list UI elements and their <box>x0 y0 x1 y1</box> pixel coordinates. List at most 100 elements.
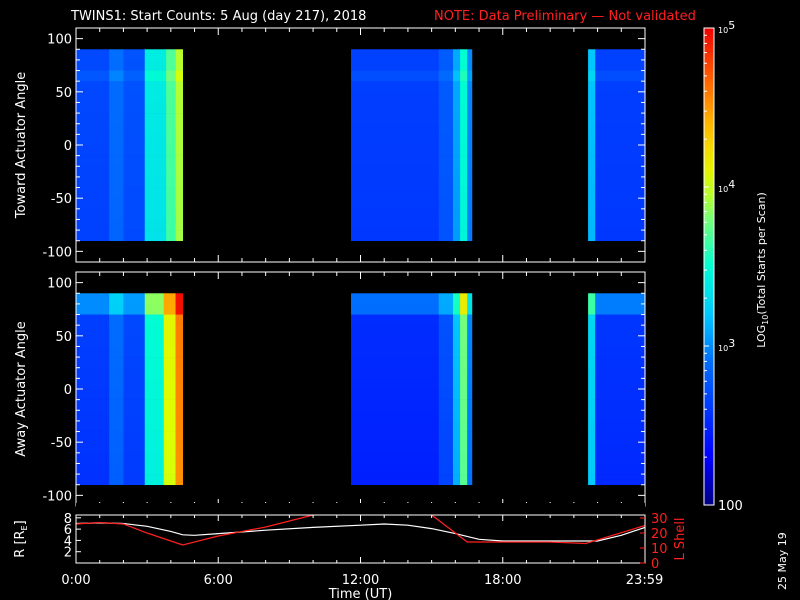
y-axis-label: R [RE] <box>13 520 29 557</box>
heat-cell <box>588 452 596 464</box>
heat-cell <box>588 442 596 454</box>
colorbar-tick-label: 103 <box>718 337 735 353</box>
heat-cell <box>467 357 473 369</box>
heat-cell <box>452 367 461 379</box>
heat-cell <box>588 303 596 315</box>
heat-cell <box>175 325 183 337</box>
heat-cell <box>109 463 124 475</box>
heat-cell <box>588 166 596 178</box>
heat-cell <box>588 410 596 422</box>
y-axis-label: Away Actuator Angle <box>14 321 29 456</box>
count-band <box>76 49 110 242</box>
heat-cell <box>166 166 176 178</box>
heat-cell <box>595 293 646 305</box>
heat-cell <box>109 81 124 93</box>
heat-cell <box>166 219 176 231</box>
heat-cell <box>109 357 124 369</box>
heat-cell <box>452 357 461 369</box>
heat-cell <box>123 219 146 231</box>
heat-cell <box>588 325 596 337</box>
heat-cell <box>144 357 165 369</box>
heat-cell <box>76 420 110 432</box>
heat-cell <box>175 102 183 114</box>
heat-cell <box>123 378 146 390</box>
heat-cell <box>144 145 167 156</box>
count-band <box>144 49 167 242</box>
heat-cell <box>595 335 646 347</box>
heat-cell <box>175 335 183 347</box>
heat-cell <box>123 442 146 454</box>
heat-cell <box>144 49 167 61</box>
heat-cell <box>588 176 596 188</box>
y-tick-label: -100 <box>42 489 72 504</box>
toward-angle-panel: 100 50 0 -50 -100 Toward Actuator Angle <box>14 27 646 263</box>
heat-cell <box>123 367 146 379</box>
heat-cell <box>351 81 440 93</box>
heat-cell <box>76 378 110 390</box>
y2-tick-label: 30 <box>651 512 668 527</box>
heat-cell <box>588 145 596 156</box>
y-tick-label: -50 <box>51 436 72 451</box>
heat-cell <box>595 325 646 337</box>
heat-cell <box>123 303 146 315</box>
heat-cell <box>460 102 468 114</box>
heat-cell <box>460 70 468 82</box>
heat-cell <box>460 346 468 358</box>
heat-cell <box>76 452 110 464</box>
y-tick-label: 2 <box>64 546 72 561</box>
heat-cell <box>175 166 183 178</box>
heat-cell <box>438 70 454 82</box>
heat-cell <box>595 59 646 71</box>
heat-cell <box>438 166 454 178</box>
heat-cell <box>76 134 110 146</box>
heat-cell <box>438 303 454 315</box>
heat-cell <box>351 91 440 103</box>
heat-cell <box>163 325 176 337</box>
heat-cell <box>588 399 596 411</box>
heat-cell <box>163 367 176 379</box>
colorbar-tick-label: 100 <box>718 499 743 514</box>
heat-cell <box>76 293 110 305</box>
heat-cell <box>175 463 183 475</box>
heat-cell <box>76 410 110 422</box>
heat-cell <box>109 399 124 411</box>
heat-cell <box>166 49 176 61</box>
heat-cell <box>175 367 183 379</box>
heat-cell <box>460 81 468 93</box>
heat-cell <box>163 474 176 486</box>
heat-cell <box>588 346 596 358</box>
heat-cell <box>123 134 146 146</box>
orbit-frame <box>75 514 646 564</box>
heat-cell <box>467 325 473 337</box>
heat-cell <box>467 389 473 400</box>
heat-cell <box>351 314 440 326</box>
heat-cell <box>460 452 468 464</box>
heat-cell <box>460 357 468 369</box>
heat-cell <box>175 91 183 103</box>
heat-cell <box>175 378 183 390</box>
heat-cell <box>123 410 146 422</box>
heat-cell <box>452 198 461 210</box>
count-band <box>452 293 461 486</box>
heat-cell <box>76 102 110 114</box>
heat-cell <box>76 91 110 103</box>
heat-cell <box>452 452 461 464</box>
heat-cell <box>166 145 176 156</box>
heat-cell <box>452 59 461 71</box>
heat-cell <box>351 145 440 156</box>
heat-cell <box>438 431 454 443</box>
heat-cell <box>460 463 468 475</box>
heat-cell <box>166 113 176 125</box>
heat-cell <box>595 166 646 178</box>
count-band <box>588 49 596 242</box>
heat-cell <box>452 389 461 400</box>
heat-cell <box>109 442 124 454</box>
heat-cell <box>109 166 124 178</box>
heat-cell <box>588 335 596 347</box>
heat-cell <box>438 198 454 210</box>
heat-cell <box>588 463 596 475</box>
heat-cell <box>175 145 183 156</box>
colorbar-label: LOG10(Total Starts per Scan) <box>755 192 770 348</box>
heat-cell <box>351 442 440 454</box>
heat-cell <box>588 49 596 61</box>
